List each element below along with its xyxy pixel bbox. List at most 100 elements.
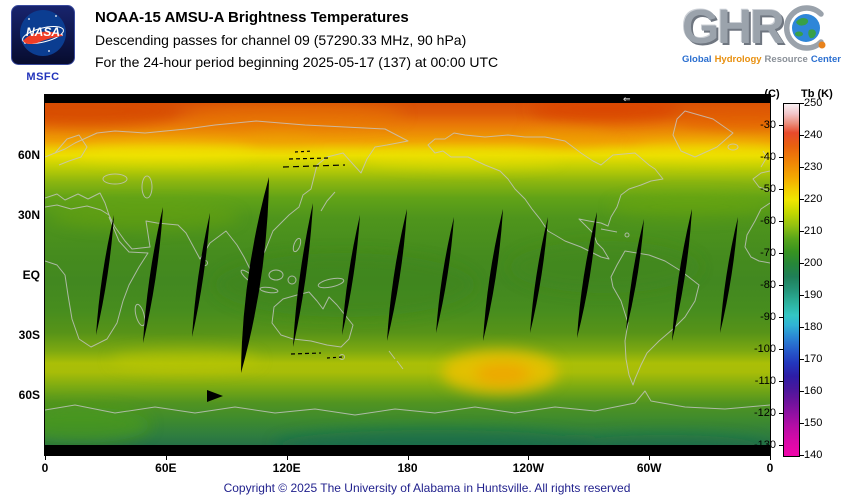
lon-tick-label: 0 <box>41 461 49 475</box>
colorbar-tick-mark <box>800 391 804 392</box>
colorbar-celsius-tick: -120 <box>753 406 776 419</box>
colorbar-celsius-tick: -60 <box>760 214 776 227</box>
lon-tick-label: 120W <box>512 461 544 475</box>
lat-tick-label: 30N <box>17 208 40 222</box>
title-block: NOAA-15 AMSU-A Brightness Temperatures D… <box>95 9 498 70</box>
ghrc-tagline-word: Hydrology <box>714 54 762 65</box>
tb-field-anomalies <box>45 96 770 455</box>
colorbar-celsius-tick: -130 <box>753 438 776 451</box>
north-edge-strip <box>45 95 770 103</box>
orbit-gap-swath <box>483 209 503 341</box>
orbit-gap-swath <box>241 177 269 373</box>
map-annotations: ⇐ <box>207 95 631 402</box>
lon-tick-mark <box>528 456 530 460</box>
colorbar-celsius-tick: -80 <box>760 278 776 291</box>
colorbar-celsius-tick: -30 <box>760 118 776 131</box>
orbit-gap-swath <box>342 215 360 335</box>
orbit-gap-swath <box>192 213 210 337</box>
lon-tick-mark <box>286 456 288 460</box>
colorbar-celsius-tick: -70 <box>760 246 776 259</box>
nasa-logo: NASA MSFC <box>10 5 76 83</box>
colorbar-kelvin-tick: 250 <box>804 97 823 109</box>
subtitle-channel: Descending passes for channel 09 (57290.… <box>95 32 467 48</box>
lat-tick-label: 30S <box>18 328 40 342</box>
south-edge-strip <box>45 445 770 455</box>
colorbar-celsius-tick: -90 <box>760 310 776 323</box>
ghrc-tagline: Global Hydrology Resource Center <box>682 54 854 65</box>
colorbar-gradient <box>784 104 799 456</box>
colorbar-tick-mark <box>779 412 783 414</box>
lon-tick-mark <box>649 456 651 460</box>
coastlines <box>45 110 770 416</box>
colorbar-kelvin-tick: 160 <box>804 385 823 397</box>
ghrc-globe-icon <box>783 5 826 51</box>
page-title: NOAA-15 AMSU-A Brightness Temperatures <box>95 9 409 26</box>
lat-tick-label: EQ <box>22 268 40 282</box>
lon-tick-label: 120E <box>272 461 301 475</box>
colorbar-tick-mark <box>800 167 804 168</box>
colorbar-kelvin-tick: 190 <box>804 289 823 301</box>
colorbar-tick-mark <box>800 199 804 200</box>
colorbar-tick-mark <box>800 135 804 136</box>
colorbar-tick-mark <box>800 103 804 104</box>
orbit-gap-swath <box>672 209 692 341</box>
colorbar-celsius-tick: -110 <box>754 374 776 387</box>
colorbar-kelvin-tick: 220 <box>804 193 823 205</box>
colorbar-kelvin-tick: 210 <box>804 225 823 237</box>
colorbar-tick-mark <box>779 348 783 350</box>
orbit-gap-swath <box>293 203 313 347</box>
colorbar-tick-mark <box>800 231 804 232</box>
colorbar-celsius-tick: -50 <box>760 182 776 195</box>
colorbar-tick-mark <box>800 423 804 424</box>
subtitle-period: For the 24-hour period beginning 2025-05… <box>95 54 499 70</box>
ghrc-tagline-word: Center <box>810 54 841 65</box>
colorbar-kelvin-tick: 240 <box>804 129 823 141</box>
nasa-wordmark: NASA <box>26 25 60 39</box>
lon-tick-mark <box>45 456 46 460</box>
colorbar-tick-mark <box>800 455 804 456</box>
orbit-gap-swath <box>577 212 597 338</box>
orbit-gap-swath <box>143 207 163 343</box>
antarctic-mark <box>207 390 223 402</box>
lon-tick-label: 180 <box>397 461 418 475</box>
lon-tick-label: 60W <box>636 461 662 475</box>
colorbar-tick-mark <box>779 380 783 382</box>
lon-tick-mark <box>407 456 409 460</box>
colorbar-kelvin-tick: 180 <box>804 321 823 333</box>
colorbar-kelvin-tick: 230 <box>804 161 823 173</box>
colorbar-kelvin-tick: 170 <box>804 353 823 365</box>
ghrc-letters: GHR <box>682 1 785 54</box>
orbit-gap-swaths <box>96 177 738 373</box>
colorbar-celsius-tick: -100 <box>753 342 776 355</box>
colorbar-kelvin-tick: 200 <box>804 257 823 269</box>
orbit-gap-swath <box>436 217 454 333</box>
colorbar-tick-mark <box>800 295 804 296</box>
colorbar <box>783 103 800 457</box>
colorbar-celsius-header: (C) <box>764 88 780 100</box>
map-image: ⇐ <box>45 95 770 455</box>
colorbar-tick-mark <box>779 284 783 286</box>
lon-tick-label: 0 <box>766 461 774 475</box>
orbit-gap-swath <box>387 209 407 341</box>
lat-tick-label: 60N <box>17 148 40 162</box>
colorbar-tick-mark <box>779 188 783 190</box>
colorbar-tick-mark <box>779 444 783 446</box>
nasa-insignia-icon: NASA <box>11 5 75 65</box>
colorbar-kelvin-header: Tb (K) <box>801 88 833 100</box>
colorbar-tick-mark <box>800 263 804 264</box>
lon-tick-mark <box>165 456 167 460</box>
lat-tick-label: 60S <box>18 388 40 402</box>
colorbar-tick-mark <box>800 327 804 328</box>
orbit-gap-swath <box>626 219 644 331</box>
orbit-gap-swath <box>96 215 114 335</box>
ghrc-tagline-word: Global <box>682 54 712 65</box>
colorbar-kelvin-tick: 150 <box>804 417 823 429</box>
lon-tick-label: 60E <box>155 461 177 475</box>
ghrc-logo: GHR Global Hydrology Resource Center <box>682 0 854 66</box>
colorbar-tick-mark <box>779 156 783 158</box>
colorbar-tick-mark <box>779 220 783 222</box>
colorbar-tick-mark <box>779 316 783 318</box>
orbit-gap-swath <box>720 217 738 333</box>
cursor-arrow-icon: ⇐ <box>623 95 631 104</box>
